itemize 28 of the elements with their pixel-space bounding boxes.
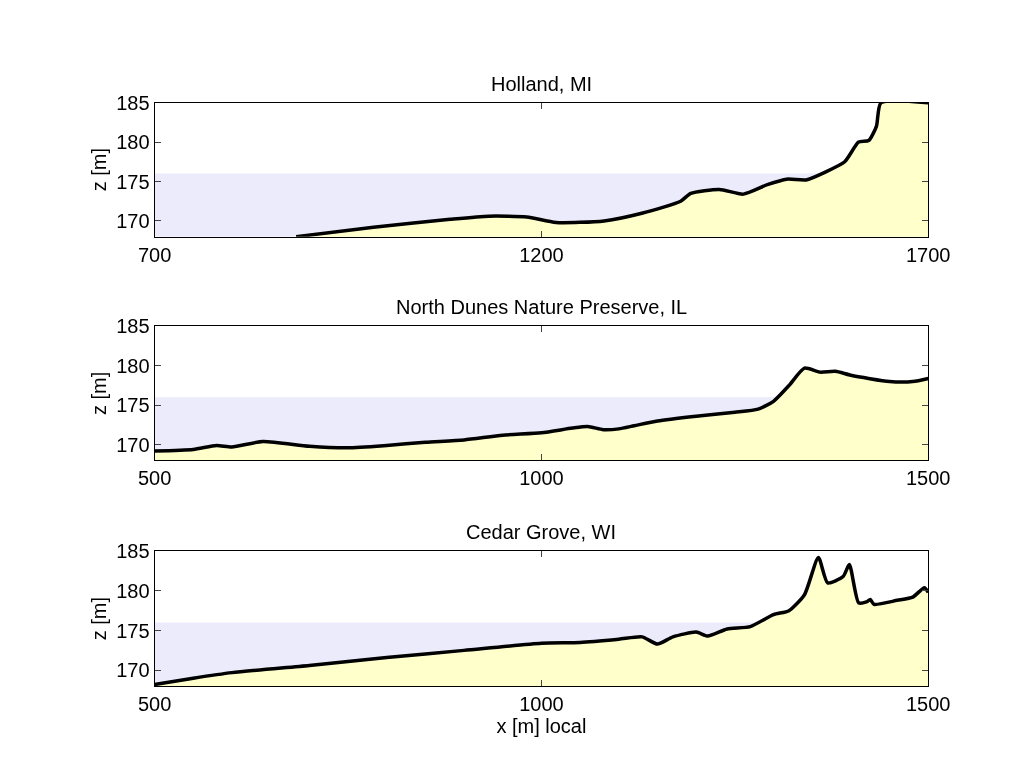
- x-tick-label: 1000: [519, 467, 564, 490]
- x-tick-label: 500: [137, 467, 172, 490]
- x-tick-label: 700: [137, 243, 172, 266]
- y-tick-label: 185: [116, 91, 150, 114]
- y-tick-label: 180: [116, 579, 150, 602]
- y-axis-title: z [m]: [87, 148, 110, 192]
- chart-title: Cedar Grove, WI: [466, 521, 617, 543]
- chart-title: North Dunes Nature Preserve, IL: [396, 296, 688, 318]
- y-tick-label: 180: [116, 354, 150, 377]
- x-tick-label: 1500: [906, 693, 951, 716]
- x-tick-label: 500: [137, 693, 172, 716]
- y-tick-label: 170: [116, 433, 150, 456]
- y-tick-label: 170: [116, 209, 150, 232]
- x-tick-label: 1500: [906, 467, 951, 490]
- y-tick-label: 185: [116, 540, 150, 563]
- y-tick-label: 175: [116, 170, 150, 193]
- y-tick-label: 170: [116, 659, 150, 682]
- x-tick-label: 1200: [519, 243, 564, 266]
- x-tick-label: 1700: [906, 243, 951, 266]
- y-tick-label: 180: [116, 131, 150, 154]
- chart-title: Holland, MI: [491, 73, 593, 95]
- x-axis-title: x [m] local: [496, 715, 587, 738]
- y-axis-title: z [m]: [87, 596, 110, 641]
- y-axis-title: z [m]: [87, 371, 110, 416]
- x-tick-label: 1000: [519, 693, 564, 716]
- y-tick-label: 175: [116, 619, 150, 642]
- y-tick-label: 185: [116, 315, 150, 338]
- y-tick-label: 175: [116, 394, 150, 417]
